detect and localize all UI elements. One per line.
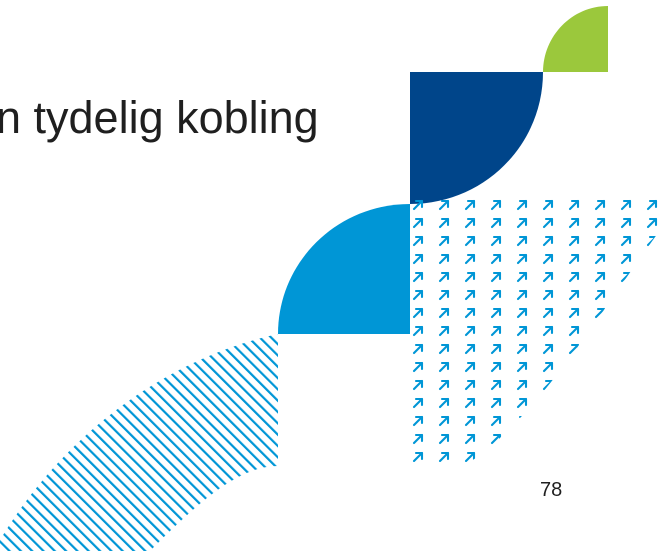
stripe-pattern-shape: [0, 334, 278, 551]
page-number: 78: [540, 479, 563, 501]
light-blue-quarter-shape: [278, 204, 410, 334]
dark-blue-quarter-shape: [410, 72, 543, 204]
arrow-pattern: [408, 196, 672, 462]
slide-title: n tydelig kobling: [0, 92, 319, 143]
green-leaf-shape: [543, 6, 608, 72]
